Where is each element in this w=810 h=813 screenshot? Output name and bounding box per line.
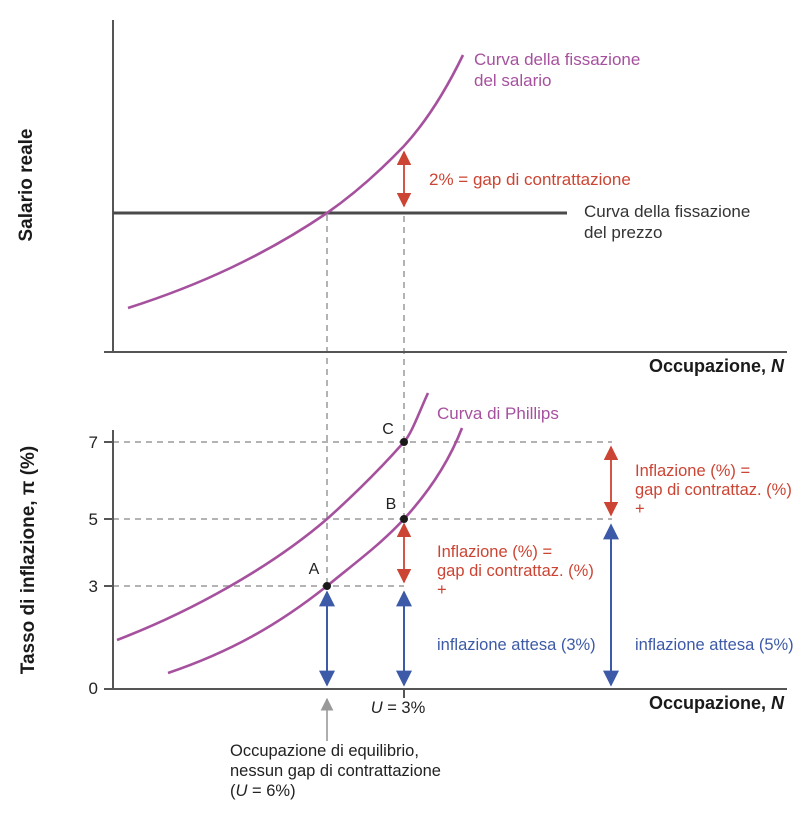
expected-inflation-3-label: inflazione attesa (3%) [437, 636, 596, 654]
point-B-label: B [385, 496, 397, 513]
bottom-x-axis-label-n: N [771, 693, 784, 713]
point-A-dot [323, 582, 331, 590]
phillips-curve-expected-3 [167, 427, 464, 675]
bottom-y-axis-label: Tasso di inflazione, π (%) [18, 445, 39, 675]
top-x-axis-label-n: N [771, 356, 784, 376]
expected-inflation-5-label: inflazione attesa (5%) [635, 636, 794, 654]
point-A-label: A [308, 561, 320, 578]
equilibrium-note-line3-post: = 6%) [247, 782, 296, 800]
point-C-label: C [382, 421, 394, 438]
u3-tick-label-text: = 3% [382, 699, 426, 717]
point-C-dot [400, 438, 408, 446]
inflation-equation-left: Inflazione (%) = gap di contrattaz. (%) … [437, 543, 594, 599]
equilibrium-note-line3-pre: ( [230, 782, 236, 800]
y-tick-label-7: 7 [88, 433, 98, 452]
y-tick-label-3: 3 [88, 577, 98, 596]
point-B-dot [400, 515, 408, 523]
price-setting-curve-label: Curva della fissazione del prezzo [584, 202, 751, 242]
bottom-x-axis-label-text: Occupazione, [648, 693, 771, 713]
u3-tick-label: U = 3% [358, 699, 438, 718]
bottom-x-axis-label: Occupazione, N [500, 693, 784, 714]
equilibrium-note: Occupazione di equilibrio, nessun gap di… [230, 741, 441, 801]
top-y-axis-label: Salario reale [16, 128, 37, 242]
u3-tick-label-u: U [370, 699, 383, 717]
bargaining-gap-label-top: 2% = gap di contrattazione [429, 170, 631, 189]
wage-setting-curve [127, 54, 465, 310]
equilibrium-note-line3-u: U [235, 782, 248, 800]
top-x-axis-label: Occupazione, N [500, 356, 784, 377]
phillips-curve-label: Curva di Phillips [437, 404, 559, 423]
equilibrium-note-line3: (U = 6%) [230, 781, 441, 801]
y-tick-label-5: 5 [88, 510, 98, 529]
y-tick-label-0: 0 [88, 679, 98, 698]
equilibrium-note-line1: Occupazione di equilibrio, [230, 742, 419, 760]
wage-setting-curve-label: Curva della fissazione del salario [474, 50, 641, 90]
top-x-axis-label-text: Occupazione, [648, 356, 771, 376]
inflation-equation-right: Inflazione (%) = gap di contrattaz. (%) … [635, 462, 792, 518]
phillips-curve-expected-5 [116, 392, 430, 642]
equilibrium-note-line2: nessun gap di contrattazione [230, 762, 441, 780]
